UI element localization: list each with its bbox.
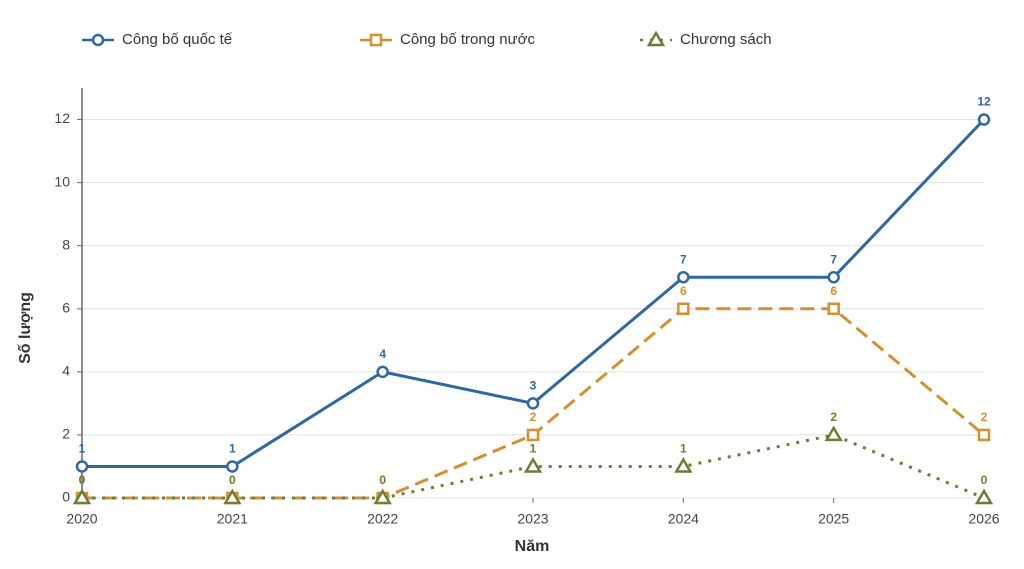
y-axis-label: Số lượng [17, 292, 34, 364]
data-label: 0 [79, 473, 86, 487]
y-tick-label: 12 [54, 110, 70, 126]
x-tick-label: 2020 [66, 511, 97, 527]
marker [974, 488, 994, 505]
marker [72, 488, 92, 505]
data-label: 6 [830, 284, 837, 298]
marker [827, 270, 840, 284]
marker [977, 113, 991, 126]
data-label: 2 [981, 410, 988, 424]
marker [75, 460, 89, 473]
marker [674, 456, 693, 473]
legend-label: Công bố quốc tế [122, 31, 233, 48]
data-label: 3 [530, 379, 537, 393]
y-tick-label: 2 [62, 426, 70, 442]
marker [526, 428, 540, 442]
x-tick-label: 2026 [968, 511, 999, 527]
legend-label: Công bố trong nước [400, 31, 535, 48]
data-label: 0 [79, 473, 86, 487]
marker [373, 488, 392, 505]
marker [824, 425, 843, 442]
data-label: 0 [229, 473, 236, 487]
x-tick-label: 2023 [517, 511, 548, 527]
y-tick-label: 6 [62, 299, 70, 315]
marker [677, 270, 690, 284]
legend-marker [369, 33, 383, 47]
x-tick-label: 2021 [217, 511, 248, 527]
data-label: 7 [830, 252, 837, 266]
data-label: 1 [79, 442, 86, 456]
data-label: 2 [530, 410, 537, 424]
marker [226, 460, 239, 473]
data-label: 1 [229, 442, 236, 456]
data-label: 2 [830, 410, 837, 424]
data-label: 1 [530, 442, 537, 456]
data-label: 12 [977, 95, 991, 109]
data-label: 7 [680, 252, 687, 266]
data-label: 0 [981, 473, 988, 487]
legend-marker [91, 33, 105, 47]
marker [526, 397, 540, 410]
x-axis-label: Năm [515, 538, 550, 555]
marker [677, 302, 690, 316]
legend-marker [646, 30, 666, 47]
marker [223, 488, 242, 505]
y-tick-label: 4 [62, 363, 70, 379]
x-tick-label: 2022 [367, 511, 398, 527]
x-tick-label: 2025 [818, 511, 849, 527]
y-tick-label: 8 [62, 236, 70, 252]
data-label: 1 [680, 442, 687, 456]
marker [827, 302, 840, 316]
y-tick-label: 10 [54, 173, 70, 189]
legend-label: Chương sách [680, 31, 772, 48]
data-label: 6 [680, 284, 687, 298]
marker [977, 428, 991, 442]
marker [376, 365, 389, 379]
data-label: 4 [379, 347, 386, 361]
data-label: 0 [379, 473, 386, 487]
marker [523, 456, 543, 473]
data-label: 0 [379, 473, 386, 487]
data-label: 0 [229, 473, 236, 487]
y-tick-label: 0 [62, 489, 70, 505]
x-tick-label: 2024 [668, 511, 699, 527]
